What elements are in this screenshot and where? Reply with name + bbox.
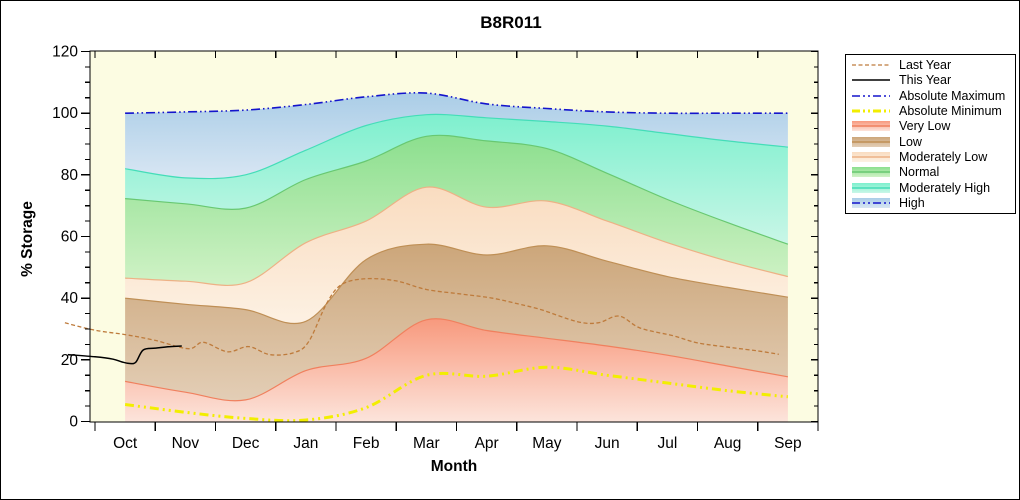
legend-label: Very Low	[899, 119, 951, 134]
legend-item-this-year: This Year	[852, 73, 1015, 88]
band-edge-moderately-high	[125, 113, 788, 180]
legend-item-absolute-minimum: Absolute Minimum	[852, 103, 1015, 118]
x-tick-label: Sep	[774, 435, 802, 452]
x-axis-label: Month	[431, 458, 477, 475]
x-tick-label: Feb	[353, 435, 380, 452]
band-edge-moderately-low	[125, 186, 789, 286]
x-tick-label: Nov	[172, 435, 200, 452]
x-tick-label: May	[532, 435, 562, 452]
x-tick-label: Jan	[293, 435, 318, 452]
legend-item-very-low: Very Low	[852, 119, 1015, 134]
line-last-year	[64, 277, 779, 356]
legend-label: Moderately High	[899, 180, 991, 195]
band-edge-normal	[125, 134, 789, 245]
legend-symbol-band	[852, 121, 890, 132]
axis-ticks	[81, 50, 819, 431]
band-low	[125, 244, 788, 401]
band-moderately-high	[125, 114, 788, 245]
x-tick-label: Jun	[595, 435, 620, 452]
legend-label: Moderately Low	[899, 150, 988, 165]
band-moderately-low	[125, 187, 788, 324]
legend-box: Last Year This Year Absolute Maximum Absolu…	[845, 54, 1016, 214]
line-absolute-minimum	[124, 365, 789, 423]
legend-symbol-band	[852, 182, 890, 193]
x-tick-label: Mar	[413, 435, 440, 452]
legend-item-high: High	[852, 196, 1015, 211]
legend-item-moderately-high: Moderately High	[852, 180, 1015, 195]
legend-label: Normal	[899, 165, 940, 180]
legend-item-moderately-low: Moderately Low	[852, 150, 1015, 165]
legend-symbol-line	[852, 94, 890, 97]
legend-label: This Year	[899, 73, 952, 88]
legend-item-absolute-maximum: Absolute Maximum	[852, 88, 1015, 103]
legend-label: High	[899, 196, 925, 211]
y-tick-label: 100	[52, 105, 78, 122]
legend-label: Absolute Maximum	[899, 88, 1006, 103]
legend-label: Absolute Minimum	[899, 103, 1002, 118]
y-tick-label: 20	[61, 352, 79, 369]
legend-symbol-line	[852, 64, 890, 66]
legend-symbol-band	[852, 152, 890, 163]
legend-label: Last Year	[899, 57, 952, 72]
x-tick-label: Oct	[113, 435, 138, 452]
band-high	[125, 92, 788, 179]
legend-item-last-year: Last Year	[852, 57, 1015, 72]
legend-label: Low	[899, 134, 922, 149]
legend-item-normal: Normal	[852, 165, 1015, 180]
chart-title: B8R011	[480, 13, 541, 32]
y-tick-label: 120	[52, 44, 78, 61]
band-very-low	[125, 318, 788, 422]
y-tick-label: 60	[61, 229, 79, 246]
legend-symbol-band-line	[852, 198, 890, 209]
line-absolute-maximum	[125, 92, 788, 115]
y-tick-label: 40	[61, 290, 79, 307]
y-tick-label: 0	[69, 414, 78, 431]
band-edge-low	[125, 243, 788, 325]
legend-symbol-line	[852, 109, 890, 113]
x-tick-label: Jul	[657, 435, 677, 452]
x-tick-label: Dec	[232, 435, 260, 452]
legend-symbol-band	[852, 167, 890, 178]
y-axis-label: % Storage	[19, 201, 36, 277]
band-normal	[125, 135, 788, 286]
legend-symbol-band	[852, 136, 890, 147]
line-this-year	[67, 345, 182, 365]
x-tick-label: Apr	[475, 435, 499, 452]
legend-item-low: Low	[852, 134, 1015, 149]
x-tick-label: Aug	[714, 435, 742, 452]
y-tick-label: 80	[61, 167, 79, 184]
legend-symbol-line	[852, 79, 890, 81]
band-edge-very-low	[124, 318, 789, 402]
